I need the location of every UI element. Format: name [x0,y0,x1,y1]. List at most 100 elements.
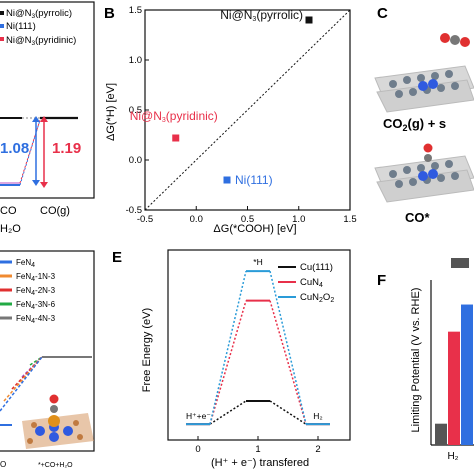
b-point-label-0-part: (pyrrolic) [256,8,303,22]
bottom-h2o: H₂O [0,223,21,235]
panel-e: E 0 1 2 H⁺+e⁻ *H H₂ Cu(111) CuN4 CuN2O2 (H⁺ + e⁻… [112,249,351,469]
blue-arrow-tail [32,180,40,186]
legend-swatch-ni111 [0,24,4,28]
e-xtick-label: 1 [255,444,260,455]
panel-a: Ni@N3(pyrrolic) Ni(111) Ni@N3(pyridinic)… [0,1,95,235]
d-legend-item-2-part: -2N-3 [35,286,56,295]
b-point-2 [223,176,231,184]
b-xtick-label: 0.0 [190,214,203,225]
b-xtick-label: -0.5 [137,214,153,225]
e-legend-item-1-part: CuN [300,277,319,288]
f-bar-0 [435,423,447,445]
b-point-label-1-part: Ni@N [130,109,162,123]
d-legend-item-1-part: -1N-3 [35,272,56,281]
e-xlabel: (H⁺ + e⁻) transfered [211,457,309,469]
d-legend-item-3-part: FeN [16,300,31,309]
e-xtick-label: 0 [195,444,200,455]
e-connector-1-1 [269,300,307,425]
panel-d: FeN4FeN4-1N-3FeN4-2N-3FeN4-3N-6FeN4-4N-3… [0,250,95,469]
b-point-label-1-part: 3 [162,117,166,124]
f-category-label: H₂ [447,451,458,462]
b-ytick-label: -0.5 [126,205,142,216]
legend-pyridinic: Ni@N3(pyridinic) [6,35,76,47]
b-ytick-label: 0.0 [129,155,142,166]
e-annotation-h: *H [253,257,262,267]
e-connector-0-1 [269,400,307,425]
e-axes-frame [167,249,351,441]
structure-co2 [374,33,474,113]
red-arrow-head [40,116,48,122]
d-legend-item-0-part: 4 [31,262,35,269]
bar-plot-area: H₂ [430,280,474,462]
panel-f-label: F [377,272,386,289]
xtick-co: CO [0,205,17,217]
e-legend-item-1-part: 4 [319,282,323,289]
b-point-label-1: Ni@N3(pyridinic) [130,109,218,124]
e-legend-item-2-part: CuN [300,292,319,303]
legend-pyrrolic: Ni@N3(pyrrolic) [6,8,72,20]
value-red: 1.19 [52,140,81,157]
d-legend-item-4: FeN4-4N-3 [16,314,56,325]
e-connector-0-0 [209,400,247,425]
b-ylabel: ΔG(*H) [eV] [105,83,117,141]
b-ytick-label: 1.5 [129,5,142,16]
panel-e-label: E [112,249,122,266]
panel-b: B -0.5 0.0 0.5 1.0 1.5-0.50.00.51.01.5 Ni@N3(… [104,5,357,235]
e-annotation-start: H⁺+e⁻ [186,411,211,421]
f-bar-1 [448,331,460,445]
structure-co [374,143,474,203]
d-legend-item-1-part: FeN [16,272,31,281]
e-xtick-label: 2 [315,444,320,455]
d-legend-item-0-part: FeN [16,258,31,267]
xtick-co-g: CO(g) [40,205,70,217]
panel-b-label: B [104,5,115,22]
b-point-label-0-part: Ni@N [220,8,252,22]
e-legend-item-2: CuN2O2 [300,292,334,304]
b-xtick-label: 1.5 [343,214,356,225]
d-legend-item-4-part: FeN [16,314,31,323]
d-legend-item-3-part: -3N-6 [35,300,56,309]
value-blue: 1.08 [0,140,29,157]
e-legend-item-0: Cu(111) [300,262,333,273]
legend-swatch-pyrrolic [0,11,4,15]
d-legend-item-4-part: 4 [31,318,35,325]
e-ylabel: Free Energy (eV) [141,308,153,392]
panel-d-frame [0,250,95,452]
free-energy-plot-area: 0 1 2 H⁺+e⁻ *H H₂ Cu(111) CuN4 CuN2O2 [167,249,351,455]
red-arrow-tail [40,182,48,188]
d-legend-item-1-part: 4 [31,276,35,283]
e-legend-item-2-part: 2 [319,297,323,304]
e-annotation-h2: H₂ [313,411,322,421]
b-xlabel: ΔG(*COOH) [eV] [213,223,296,235]
b-point-label-1-part: (pyridinic) [166,109,218,123]
d-legend-item-1: FeN4-1N-3 [16,272,56,283]
d-legend-item-0: FeN4 [16,258,35,269]
panel-f: F Limiting Potential (V vs. RHE) H₂ [377,258,474,462]
e-legend-item-1: CuN4 [300,277,323,289]
d-legend-item-3: FeN4-3N-6 [16,300,56,311]
e-legend-item-0-part: Cu(111) [300,262,333,273]
f-ylabel: Limiting Potential (V vs. RHE) [410,288,422,433]
b-point-0 [305,16,313,24]
red-connector [19,119,41,184]
caption-co2: CO2(g) + s [383,116,446,133]
b-point-label-2: Ni(111) [235,173,273,187]
b-point-label-0: Ni@N3(pyrrolic) [220,8,303,23]
d-levels [0,356,92,426]
d-legend-item-2-part: FeN [16,286,31,295]
d-xtick-o: O [0,460,6,469]
d-legend-item-2: FeN4-2N-3 [16,286,56,297]
e-connector-1-0 [209,300,247,425]
d-inset-structure [22,394,94,449]
legend-ni111: Ni(111) [6,21,36,32]
f-bar-2 [461,304,473,445]
b-xtick-label: 1.0 [292,214,305,225]
blue-arrow-head [32,116,40,122]
panel-a-frame [0,1,95,199]
d-xtick-co-h2o: *+CO+H₂O [38,462,73,469]
b-ytick-label: 0.5 [129,105,142,116]
caption-co: CO* [405,210,431,225]
d-legend-item-3-part: 4 [31,304,35,311]
panel-c-label: C [377,5,388,22]
